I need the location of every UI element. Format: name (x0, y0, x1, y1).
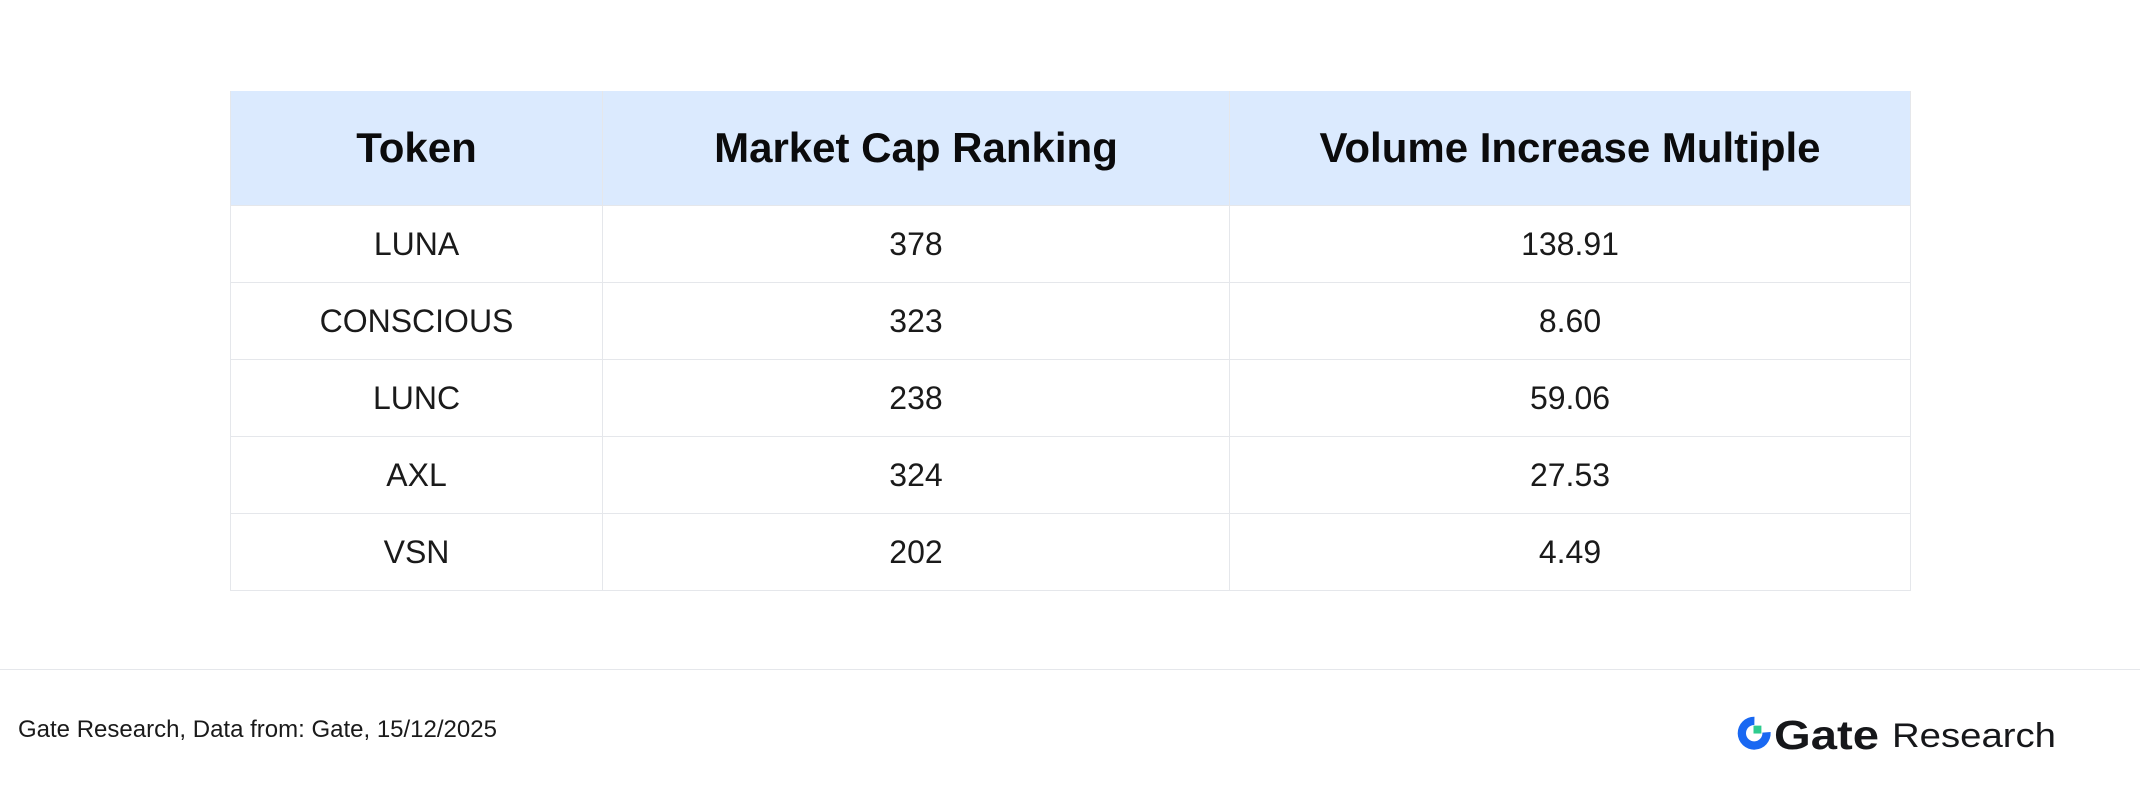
svg-text:Research: Research (1892, 717, 2056, 755)
svg-text:Gate: Gate (1774, 712, 1879, 758)
